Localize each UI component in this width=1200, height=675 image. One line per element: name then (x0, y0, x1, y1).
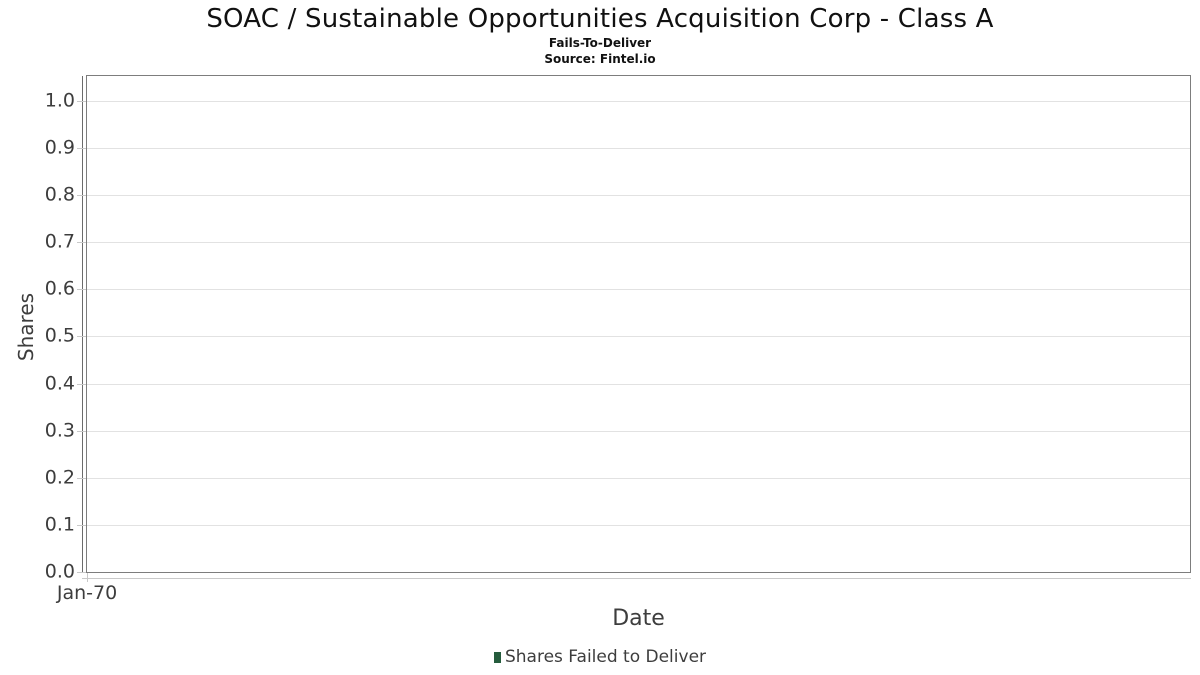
chart-source-note: Source: Fintel.io (544, 52, 656, 66)
y-tick-label: 0.8 (44, 183, 75, 206)
y-gridline (87, 101, 1190, 102)
y-tick-mark (77, 572, 86, 573)
y-gridline (87, 148, 1190, 149)
y-gridline (87, 195, 1190, 196)
y-gridline (87, 336, 1190, 337)
y-tick-label: 1.0 (44, 89, 75, 112)
y-tick-label: 0.9 (44, 136, 75, 159)
y-tick-label: 0.4 (44, 372, 75, 395)
y-tick-mark (77, 148, 86, 149)
plot-area: 0.0 0.1 0.2 0.3 0.4 0.5 0.6 0.7 0.8 0.9 1.0 Jan-70 (45, 75, 1191, 604)
y-tick-mark (77, 289, 86, 290)
y-axis-line (82, 76, 83, 572)
x-axis-line (82, 578, 1191, 579)
y-tick-label: 0.3 (44, 419, 75, 442)
legend-marker-swatch-icon (493, 651, 501, 663)
y-tick-mark (77, 525, 86, 526)
y-gridline (87, 384, 1190, 385)
y-gridline (87, 478, 1190, 479)
y-tick-label: 0.6 (44, 277, 75, 300)
y-tick-label: 0.1 (44, 513, 75, 536)
y-tick-label: 0.5 (44, 324, 75, 347)
y-tick-label: 0.7 (44, 230, 75, 253)
y-tick-label: 0.2 (44, 466, 75, 489)
y-tick-mark (77, 336, 86, 337)
y-tick-mark (77, 384, 86, 385)
y-gridline (87, 289, 1190, 290)
x-tick-mark (87, 573, 88, 582)
y-tick-mark (77, 478, 86, 479)
y-axis-title: Shares (14, 292, 38, 362)
y-gridline (87, 525, 1190, 526)
y-tick-label: 0.0 (44, 560, 75, 583)
legend-item: Shares Failed to Deliver (493, 647, 707, 667)
legend-item-label: Shares Failed to Deliver (504, 647, 707, 667)
chart-title: SOAC / Sustainable Opportunities Acquisi… (206, 4, 994, 34)
chart-legend: Shares Failed to Deliver (0, 646, 1200, 668)
y-tick-mark (77, 101, 86, 102)
x-tick-label: Jan-70 (56, 582, 118, 604)
y-gridline (87, 431, 1190, 432)
y-tick-mark (77, 431, 86, 432)
y-tick-mark (77, 242, 86, 243)
chart-subtitle: Fails-To-Deliver (548, 36, 652, 50)
y-gridline (87, 242, 1190, 243)
y-tick-mark (77, 195, 86, 196)
x-axis-title: Date (612, 606, 665, 631)
